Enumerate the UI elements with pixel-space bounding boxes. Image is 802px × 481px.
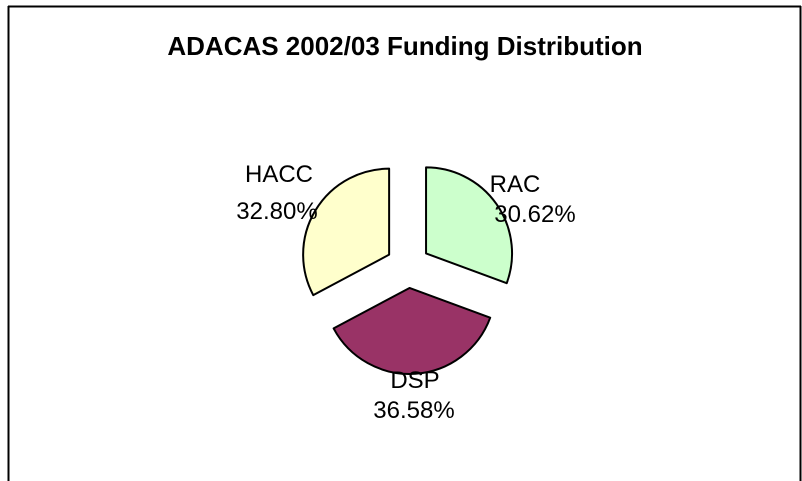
pie-label-rac-name: RAC [490, 171, 541, 198]
pie-label-rac-value: 30.62% [494, 201, 575, 228]
pie-label-hacc-value: 32.80% [236, 198, 317, 225]
pie-slice-dsp [332, 286, 492, 375]
pie-label-dsp-value: 36.58% [373, 397, 454, 424]
pie-label-hacc-name: HACC [245, 161, 313, 188]
pie-slice-rac [425, 166, 514, 285]
pie-label-dsp-name: DSP [390, 367, 439, 394]
pie-chart: RAC 30.62% DSP 36.58% HACC 32.80% [236, 161, 575, 424]
pie-slice-hacc [302, 167, 391, 297]
chart-title: ADACAS 2002/03 Funding Distribution [167, 31, 642, 61]
